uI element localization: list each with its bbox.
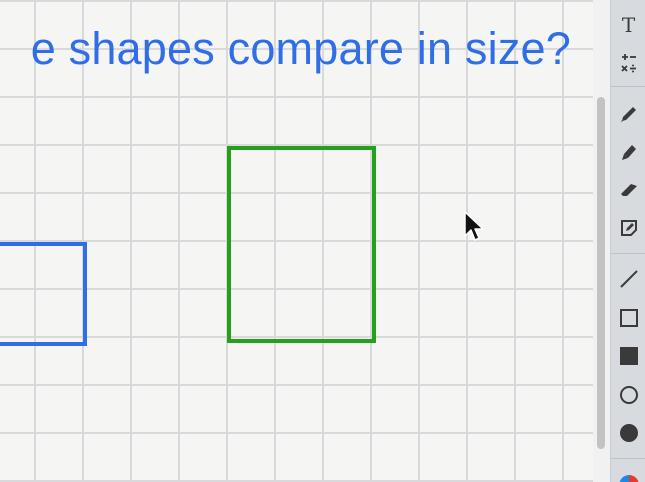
green-rectangle-shape[interactable] [227,146,376,343]
rectangle-filled-icon [619,347,638,365]
line-icon [619,270,638,288]
math-tool-button[interactable] [611,46,645,80]
circle-filled-icon [619,424,638,442]
line-tool-button[interactable] [611,262,645,296]
filled-circle-tool-button[interactable] [611,416,645,450]
filled-rectangle-tool-button[interactable] [611,339,645,373]
toolbar-divider [611,253,645,254]
eraser-icon [620,184,637,196]
scrollbar-thumb[interactable] [597,97,605,449]
note-edit-icon [620,220,637,236]
mouse-cursor-icon [464,211,484,241]
color-wheel-icon [619,475,638,482]
rectangle-tool-button[interactable] [611,301,645,335]
whiteboard-canvas[interactable]: e shapes compare in size? [0,0,593,482]
blue-rectangle-shape[interactable] [0,242,87,346]
text-tool-icon: T [621,13,636,37]
math-operators-icon [620,54,636,73]
drawing-toolbar: T [610,0,645,482]
rectangle-outline-icon [619,309,638,327]
question-text: e shapes compare in size? [30,23,571,74]
color-picker-button[interactable] [611,466,645,482]
circle-tool-button[interactable] [611,378,645,412]
circle-outline-icon [619,386,638,404]
eraser-tool-button[interactable] [611,172,645,206]
sticky-note-tool-button[interactable] [611,211,645,245]
highlighter-icon [621,145,636,160]
toolbar-divider [611,458,645,459]
toolbar-divider [611,86,645,87]
pen-icon [620,107,636,122]
highlighter-tool-button[interactable] [611,135,645,169]
pen-tool-button[interactable] [611,97,645,131]
text-tool-button[interactable]: T [611,8,645,42]
